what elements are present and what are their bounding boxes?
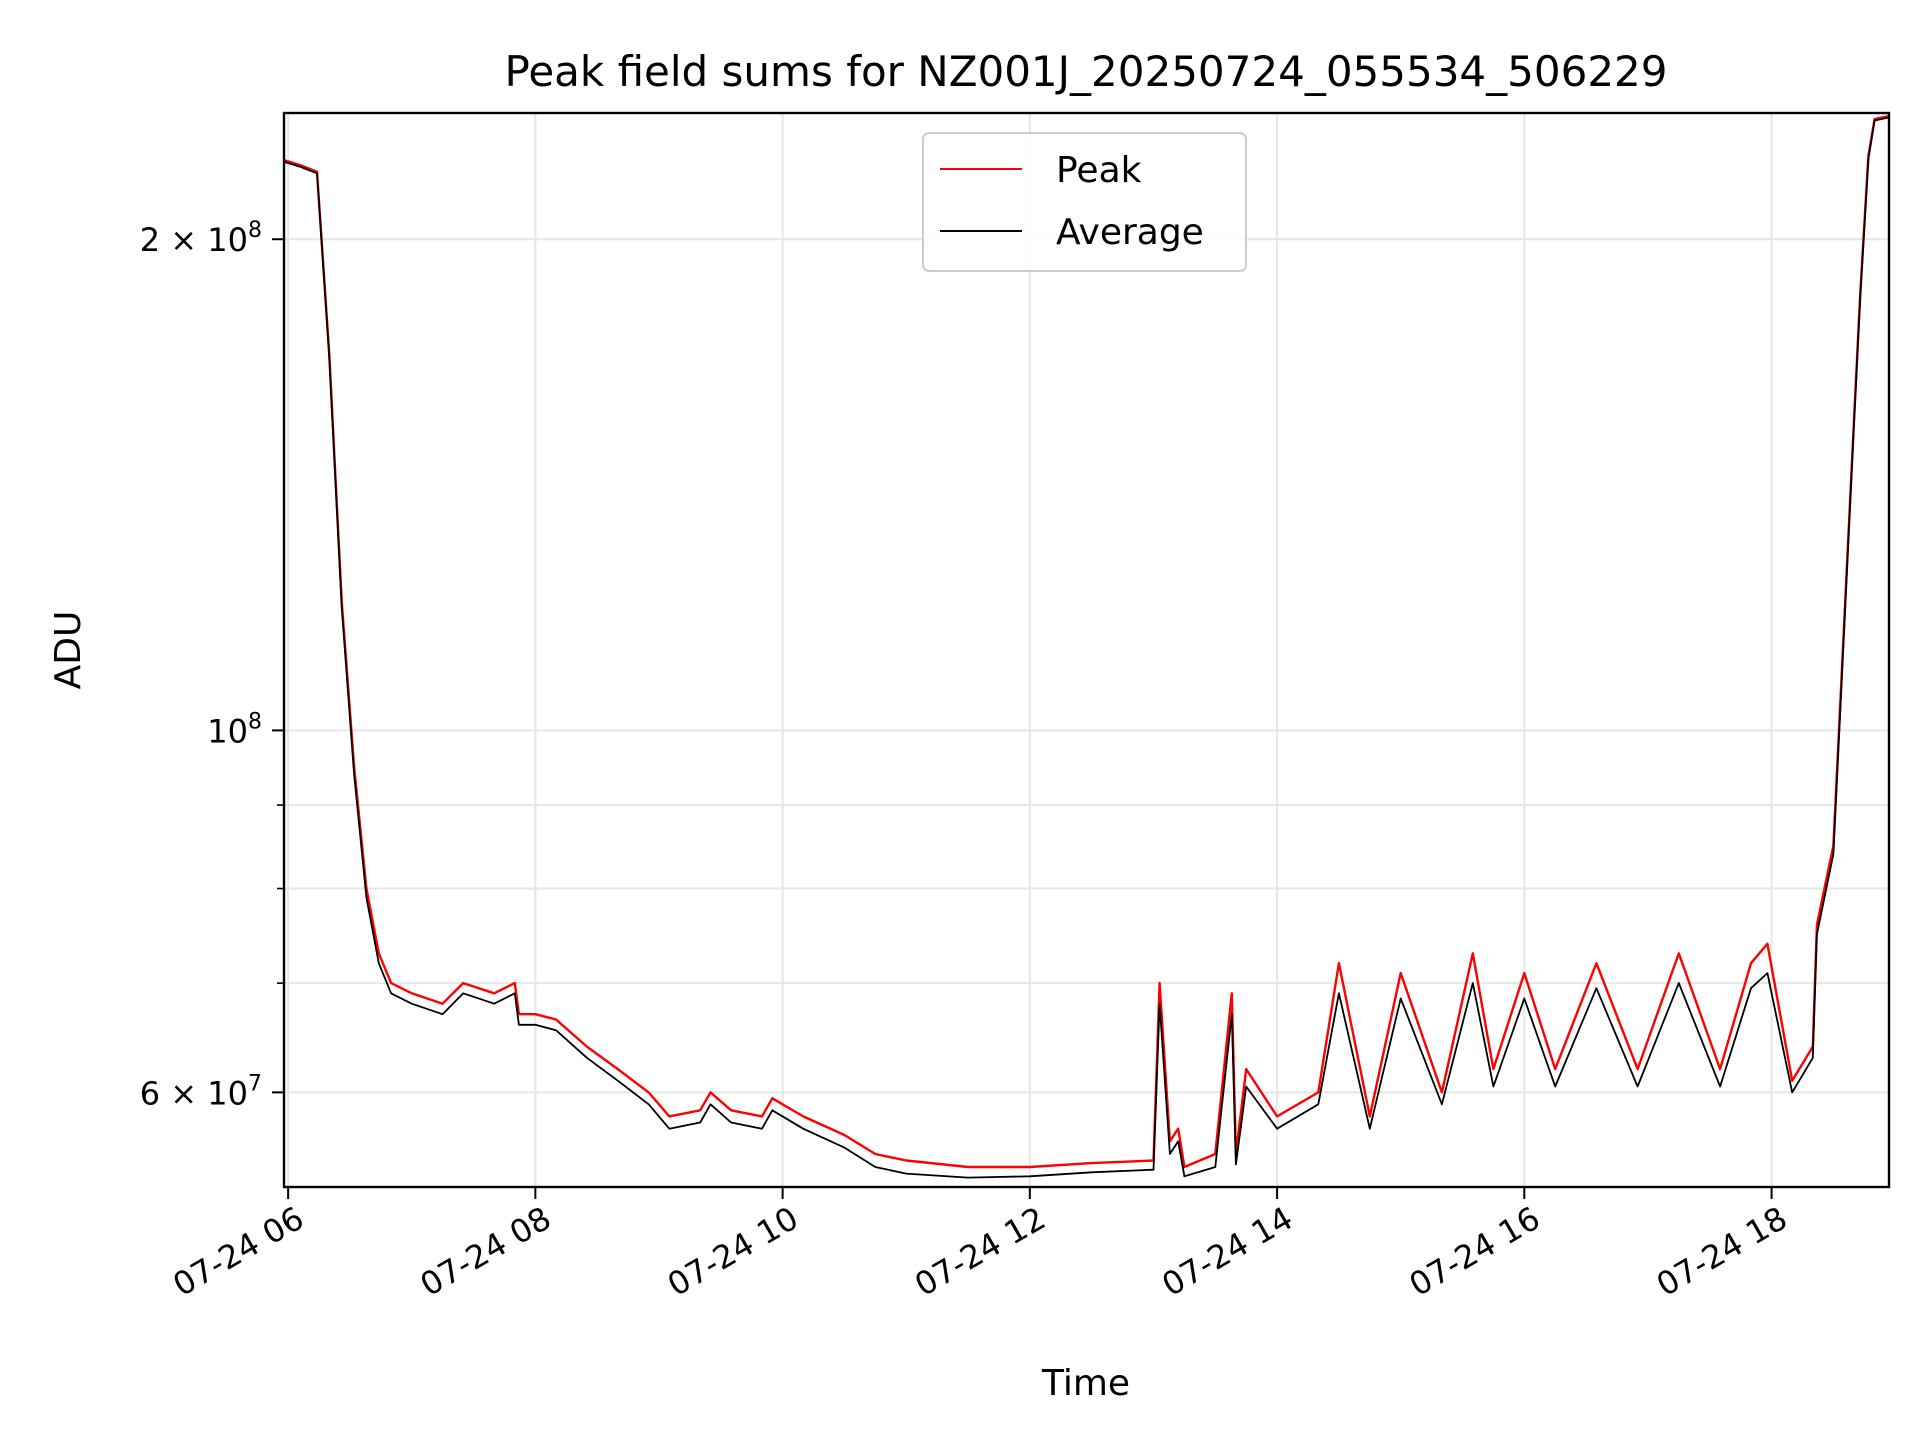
y-axis-label: ADU <box>48 611 89 690</box>
plot-frame <box>282 111 1891 1189</box>
plot-area <box>284 114 1889 1179</box>
legend-label-average: Average <box>1056 212 1204 253</box>
y-tick-label: 2 × 108 <box>140 218 262 259</box>
chart-title: Peak field sums for NZ001J_20250724_0555… <box>505 47 1668 96</box>
y-tick-label-exponent: 8 <box>248 709 262 734</box>
y-tick-label-exponent: 7 <box>248 1071 262 1096</box>
y-tick-label: 6 × 107 <box>140 1071 262 1112</box>
legend-label-peak: Peak <box>1056 150 1142 191</box>
y-tick-label: 108 <box>207 709 262 750</box>
y-tick-label-base: 6 × 10 <box>140 1074 248 1112</box>
y-tick-label-exponent: 8 <box>248 218 262 243</box>
legend: Peak Average <box>922 132 1247 272</box>
y-tick-label-base: 2 × 10 <box>140 221 248 259</box>
x-axis-label: Time <box>1041 1363 1130 1404</box>
y-tick-label-base: 10 <box>207 712 248 750</box>
legend-box <box>922 132 1247 272</box>
series-line-average <box>284 116 1889 1179</box>
